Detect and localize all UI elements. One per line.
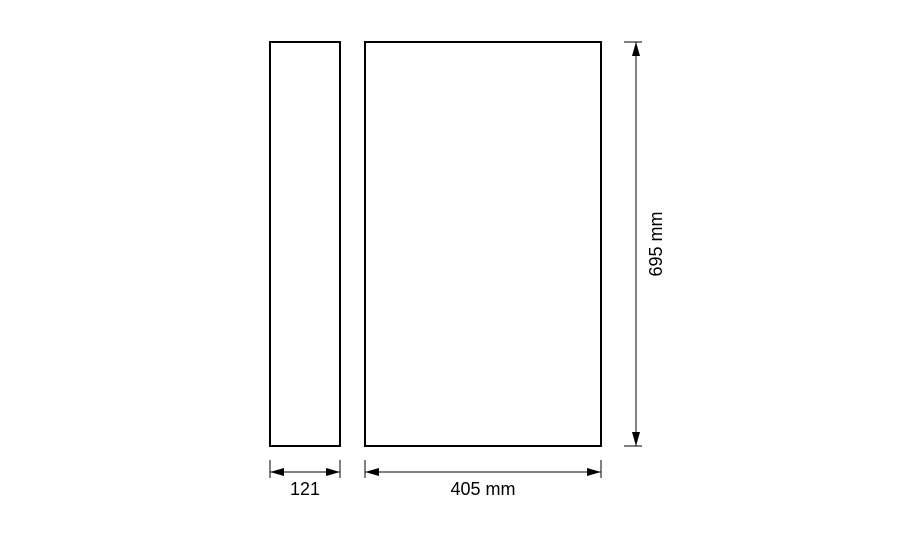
depth-dimension-label: 121 xyxy=(290,479,320,499)
side-view-rect xyxy=(270,42,340,446)
height-dimension-label: 695 mm xyxy=(646,211,666,276)
front-view-rect xyxy=(365,42,601,446)
technical-drawing: 121 405 mm 695 mm xyxy=(0,0,900,540)
dimension-arrowhead xyxy=(326,468,340,476)
dimension-arrowhead xyxy=(365,468,379,476)
dimension-arrowhead xyxy=(270,468,284,476)
dimension-arrowhead xyxy=(587,468,601,476)
dimension-arrowhead xyxy=(632,42,640,56)
dimension-arrowhead xyxy=(632,432,640,446)
width-dimension-label: 405 mm xyxy=(450,479,515,499)
